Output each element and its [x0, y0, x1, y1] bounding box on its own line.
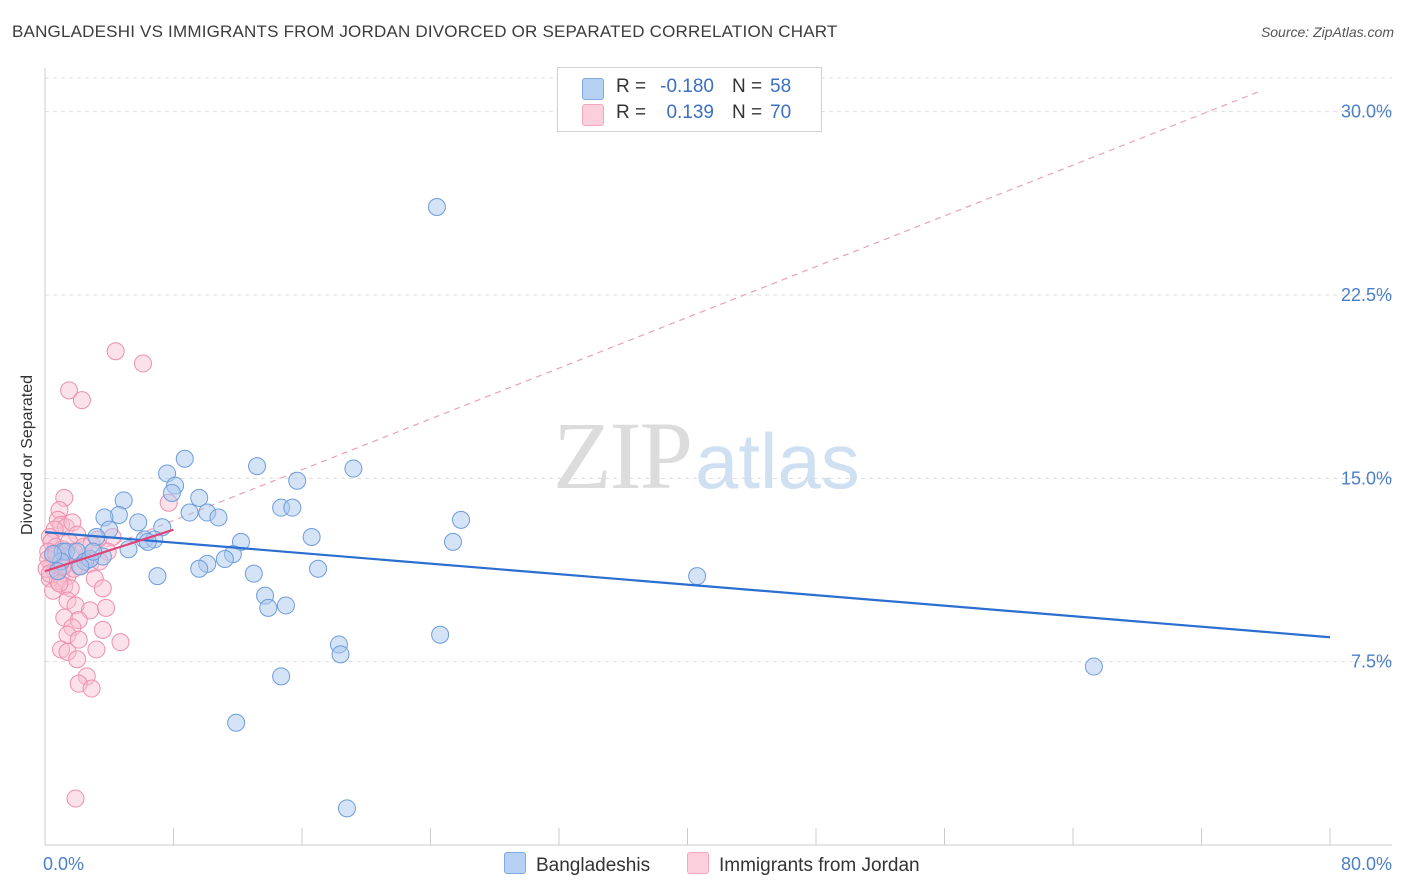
- watermark: ZIPatlas: [553, 400, 860, 511]
- chart-title: BANGLADESHI VS IMMIGRANTS FROM JORDAN DI…: [12, 22, 838, 41]
- jordan-point: [66, 789, 85, 808]
- jordan-point: [87, 640, 106, 659]
- bangladeshi-point: [337, 799, 356, 818]
- bangladeshi-point: [248, 457, 267, 476]
- correlation-legend: R = -0.180 N = 58 R = 0.139 N = 70: [557, 67, 822, 132]
- bottom-legend-label: Immigrants from Jordan: [719, 855, 920, 876]
- legend-swatch-blue: [582, 78, 604, 100]
- bangladeshi-point: [48, 562, 67, 581]
- jordan-point: [111, 633, 130, 652]
- legend-n-label: N =: [732, 76, 763, 97]
- bangladeshi-point: [309, 559, 328, 578]
- bangladeshi-point: [688, 567, 707, 586]
- legend-row-jordan: R = 0.139 N = 70: [558, 102, 821, 128]
- jordan-point: [68, 650, 87, 669]
- legend-n-value: 58: [770, 76, 792, 97]
- jordan-point: [63, 513, 82, 532]
- legend-swatch-pink: [582, 104, 604, 126]
- jordan-point: [60, 381, 79, 400]
- legend-r-label: R =: [616, 102, 647, 123]
- bangladeshi-point: [129, 513, 148, 532]
- bottom-legend-bangladeshis: Bangladeshis: [504, 852, 650, 877]
- axes: [44, 68, 1392, 846]
- jordan-trend-line: [44, 528, 174, 573]
- jordan-point: [93, 579, 112, 598]
- bangladeshi-point: [443, 532, 462, 551]
- bangladeshi-point: [344, 459, 363, 478]
- bangladeshi-point: [427, 198, 446, 216]
- bangladeshi-point: [1084, 657, 1103, 676]
- jordan-point: [106, 342, 125, 361]
- bangladeshi-point: [283, 498, 302, 517]
- jordan-point: [44, 581, 63, 600]
- bangladeshi-point: [44, 545, 63, 564]
- jordan-point: [69, 611, 88, 630]
- legend-r-value: 0.139: [666, 102, 714, 123]
- bottom-legend-swatch-blue: [504, 852, 526, 874]
- trend-lines: [44, 91, 1258, 572]
- bangladeshi-point: [162, 484, 181, 502]
- jordan-point: [97, 598, 116, 617]
- legend-r-label: R =: [616, 76, 647, 97]
- jordan-trend-extension: [44, 91, 1258, 572]
- y-tick-label: 22.5%: [1341, 285, 1392, 305]
- bangladeshi-point: [227, 713, 246, 732]
- legend-row-bangladeshis: R = -0.180 N = 58: [558, 76, 821, 102]
- bangladeshi-trend-line: [44, 531, 1331, 639]
- bangladeshi-point: [244, 564, 263, 583]
- source-credit: Source: ZipAtlas.com: [1260, 24, 1394, 40]
- bangladeshi-point: [148, 567, 167, 586]
- bottom-legend-label: Bangladeshis: [536, 855, 651, 876]
- jordan-point: [133, 354, 152, 373]
- bangladeshi-point: [288, 471, 307, 490]
- bangladeshi-point: [190, 559, 209, 578]
- bangladeshi-point: [215, 550, 234, 568]
- jordan-point: [69, 630, 88, 649]
- bangladeshi-point: [452, 510, 471, 529]
- watermark-zip: ZIP: [553, 402, 693, 509]
- bangladeshi-point: [272, 667, 291, 686]
- bangladeshi-point: [209, 508, 228, 527]
- bangladeshi-point: [431, 625, 450, 644]
- legend-n-label: N =: [732, 102, 763, 123]
- x-tick-label: 80.0%: [1341, 854, 1392, 874]
- jordan-point: [82, 679, 101, 698]
- y-tick-label: 30.0%: [1341, 102, 1392, 122]
- bangladeshi-point: [190, 488, 209, 507]
- watermark-atlas: atlas: [695, 417, 860, 505]
- legend-n-value: 70: [770, 102, 792, 123]
- bangladeshi-point: [302, 528, 321, 546]
- bottom-legend-jordan: Immigrants from Jordan: [687, 852, 920, 877]
- bangladeshi-point: [276, 596, 295, 615]
- x-tick-label: 0.0%: [43, 854, 84, 874]
- jordan-point: [93, 620, 112, 639]
- bangladeshi-points: [44, 198, 1103, 818]
- jordan-point: [66, 596, 85, 615]
- bangladeshi-point: [259, 598, 278, 617]
- bottom-legend-swatch-pink: [687, 852, 709, 874]
- jordan-point: [55, 488, 74, 507]
- y-tick-label: 15.0%: [1341, 468, 1392, 488]
- bangladeshi-point: [175, 449, 194, 468]
- y-tick-label: 7.5%: [1351, 652, 1392, 672]
- bangladeshi-point: [331, 645, 350, 664]
- jordan-point: [72, 391, 91, 410]
- tick-labels: 7.5% 15.0% 22.5% 30.0% 0.0% 80.0%: [43, 102, 1392, 874]
- bangladeshi-point: [180, 503, 199, 522]
- legend-r-value: -0.180: [660, 76, 714, 97]
- jordan-point: [58, 642, 77, 661]
